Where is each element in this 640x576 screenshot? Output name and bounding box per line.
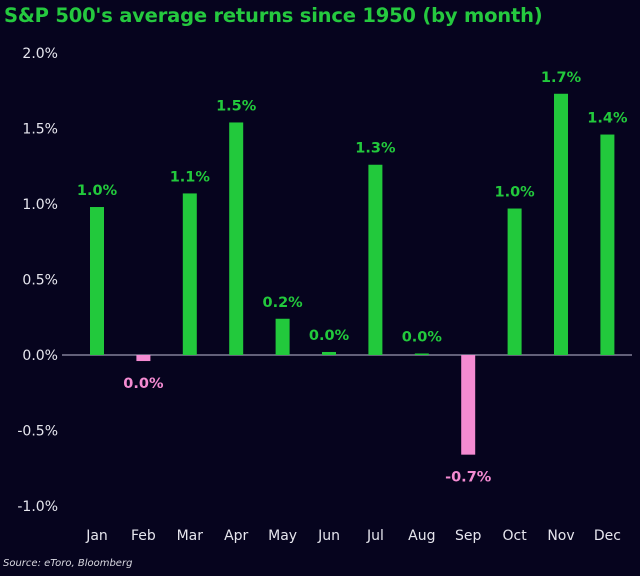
chart-title: S&P 500's average returns since 1950 (by… [4,4,543,27]
data-label: 1.7% [541,70,582,86]
bar-apr [229,122,244,356]
bar-jul [368,164,383,355]
bar-dec [600,134,615,355]
y-tick-label: 0.5% [22,273,58,289]
bar-mar [182,193,197,355]
bar-oct [507,208,522,355]
bar-aug [414,353,429,355]
data-label: 1.0% [494,185,535,201]
data-label: 0.2% [262,295,303,311]
bar-jan [90,207,104,355]
source-note: Source: eToro, Bloomberg [3,558,133,569]
bar-feb [136,355,151,362]
data-label: 0.0% [309,328,350,344]
x-tick-label: Oct [502,528,527,544]
data-label: 0.0% [402,329,443,345]
x-tick-label: Mar [177,528,204,544]
y-tick-label: 0.0% [22,348,58,364]
bar-may [275,318,290,355]
x-tick-label: Apr [224,528,248,544]
data-label: 1.5% [216,98,257,114]
y-tick-label: -1.0% [17,499,58,515]
x-tick-label: Feb [131,528,156,544]
x-tick-label: Aug [408,528,435,544]
y-tick-label: 1.0% [22,197,58,213]
x-tick-label: Sep [455,528,482,544]
data-label: 1.0% [77,183,118,199]
bar-nov [554,93,568,356]
x-tick-label: Jul [366,528,384,544]
y-tick-label: -0.5% [17,424,58,440]
data-label: 1.1% [170,169,211,185]
x-tick-label: Nov [547,528,574,544]
x-tick-label: May [268,528,297,544]
x-tick-label: Jun [317,528,340,544]
bar-sep [461,355,476,455]
data-label: 0.0% [123,376,164,392]
data-label: -0.7% [445,470,492,486]
x-tick-label: Dec [594,528,621,544]
y-tick-label: 2.0% [22,46,58,62]
data-label: 1.3% [355,141,396,157]
y-tick-label: 1.5% [22,122,58,138]
data-label: 1.4% [587,111,628,127]
x-tick-label: Jan [85,528,108,544]
bar-jun [322,351,336,355]
